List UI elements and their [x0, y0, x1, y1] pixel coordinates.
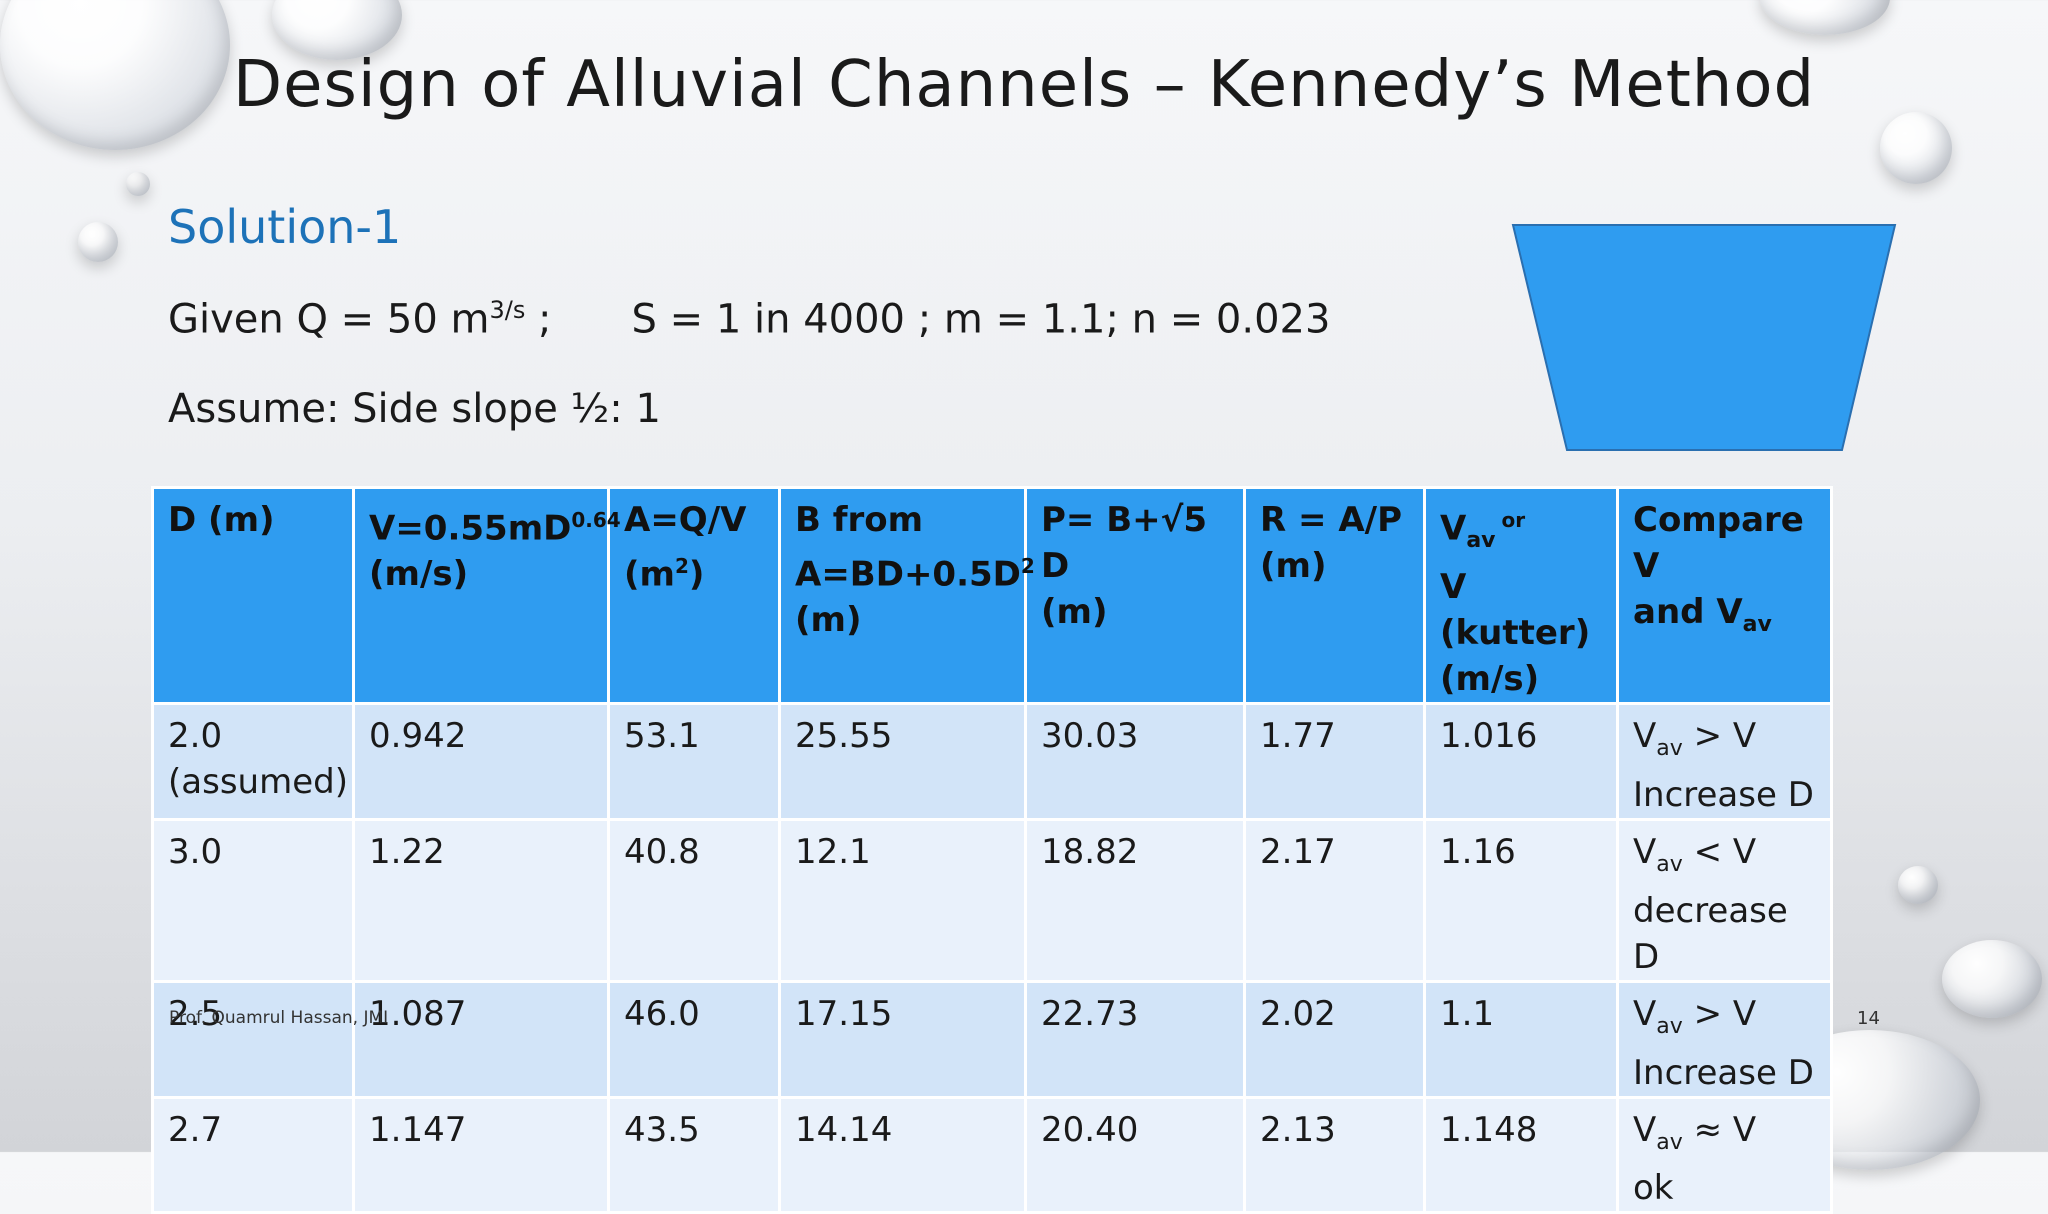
- cell-perimeter: 30.03: [1024, 702, 1246, 821]
- water-drop-decoration: [1942, 940, 2042, 1018]
- cell-depth: 2.0 (assumed): [151, 702, 355, 821]
- table-row: 2.5 1.087 46.0 17.15 22.73 2.02 1.1 Vav …: [151, 979, 1833, 1099]
- cell-area: 53.1: [607, 702, 781, 821]
- cell-velocity: 0.942: [352, 702, 610, 821]
- given-q: Given Q = 50 m: [168, 296, 490, 343]
- cell-area: 43.5: [607, 1095, 781, 1214]
- given-q-unit: 3/s: [489, 296, 526, 324]
- kennedy-design-table: D (m) V=0.55mD0.64 (m/s) A=Q/V (m2) B fr…: [151, 485, 1833, 1214]
- water-drop-decoration: [1898, 866, 1938, 904]
- header-bed-width: B from A=BD+0.5D2 (m): [778, 485, 1035, 706]
- header-area: A=Q/V (m2): [607, 485, 781, 706]
- cell-avg-velocity: 1.148: [1423, 1095, 1619, 1214]
- given-q-suffix: ;: [525, 296, 552, 343]
- cell-depth: 2.5: [151, 979, 355, 1099]
- cell-compare: Vav > V Increase D: [1616, 702, 1833, 821]
- header-hydraulic-radius: R = A/P (m): [1243, 485, 1426, 706]
- table-header-row: D (m) V=0.55mD0.64 (m/s) A=Q/V (m2) B fr…: [151, 485, 1833, 706]
- solution-heading: Solution-1: [168, 200, 402, 254]
- cell-area: 40.8: [607, 817, 781, 983]
- cell-radius: 2.13: [1243, 1095, 1426, 1214]
- cell-bed-width: 17.15: [778, 979, 1027, 1099]
- cell-avg-velocity: 1.1: [1423, 979, 1619, 1099]
- slide-title: Design of Alluvial Channels – Kennedy’s …: [232, 48, 1816, 122]
- cell-velocity: 1.087: [352, 979, 610, 1099]
- cell-compare: Vav > V Increase D: [1616, 979, 1833, 1099]
- header-depth: D (m): [151, 485, 355, 706]
- table-row: 2.0 (assumed) 0.942 53.1 25.55 30.03 1.77…: [151, 702, 1833, 821]
- header-average-velocity: Vavor V (kutter) (m/s): [1423, 485, 1619, 706]
- channel-cross-section-shape: [1511, 224, 1897, 451]
- water-drop-decoration: [1880, 112, 1952, 184]
- cell-perimeter: 18.82: [1024, 817, 1246, 983]
- header-compare: Compare V and Vav: [1616, 485, 1833, 706]
- cell-velocity: 1.147: [352, 1095, 610, 1214]
- cell-radius: 1.77: [1243, 702, 1426, 821]
- cell-area: 46.0: [607, 979, 781, 1099]
- table-row: 2.7 1.147 43.5 14.14 20.40 2.13 1.148 Va…: [151, 1095, 1833, 1214]
- given-params: S = 1 in 4000 ; m = 1.1; n = 0.023: [631, 296, 1331, 343]
- assume-line: Assume: Side slope ½: 1: [168, 386, 661, 432]
- cell-avg-velocity: 1.016: [1423, 702, 1619, 821]
- water-drop-decoration: [1760, 0, 1890, 35]
- given-line: Given Q = 50 m3/s ; S = 1 in 4000 ; m = 1…: [168, 296, 1330, 342]
- cell-radius: 2.17: [1243, 817, 1426, 983]
- cell-bed-width: 14.14: [778, 1095, 1027, 1214]
- cell-depth: 3.0: [151, 817, 355, 983]
- footer-author: Prof. Quamrul Hassan, JMI: [169, 1008, 389, 1028]
- cell-velocity: 1.22: [352, 817, 610, 983]
- table-row: 3.0 1.22 40.8 12.1 18.82 2.17 1.16 Vav <…: [151, 817, 1833, 983]
- water-drop-decoration: [78, 222, 118, 262]
- water-drop-decoration: [126, 172, 150, 196]
- cell-bed-width: 12.1: [778, 817, 1027, 983]
- page-number: 14: [1857, 1008, 1880, 1029]
- cell-depth: 2.7: [151, 1095, 355, 1214]
- cell-radius: 2.02: [1243, 979, 1426, 1099]
- cell-avg-velocity: 1.16: [1423, 817, 1619, 983]
- header-velocity: V=0.55mD0.64 (m/s): [352, 485, 621, 706]
- cell-perimeter: 20.40: [1024, 1095, 1246, 1214]
- header-wetted-perimeter: P= B+√5 D (m): [1024, 485, 1246, 706]
- cell-bed-width: 25.55: [778, 702, 1027, 821]
- cell-perimeter: 22.73: [1024, 979, 1246, 1099]
